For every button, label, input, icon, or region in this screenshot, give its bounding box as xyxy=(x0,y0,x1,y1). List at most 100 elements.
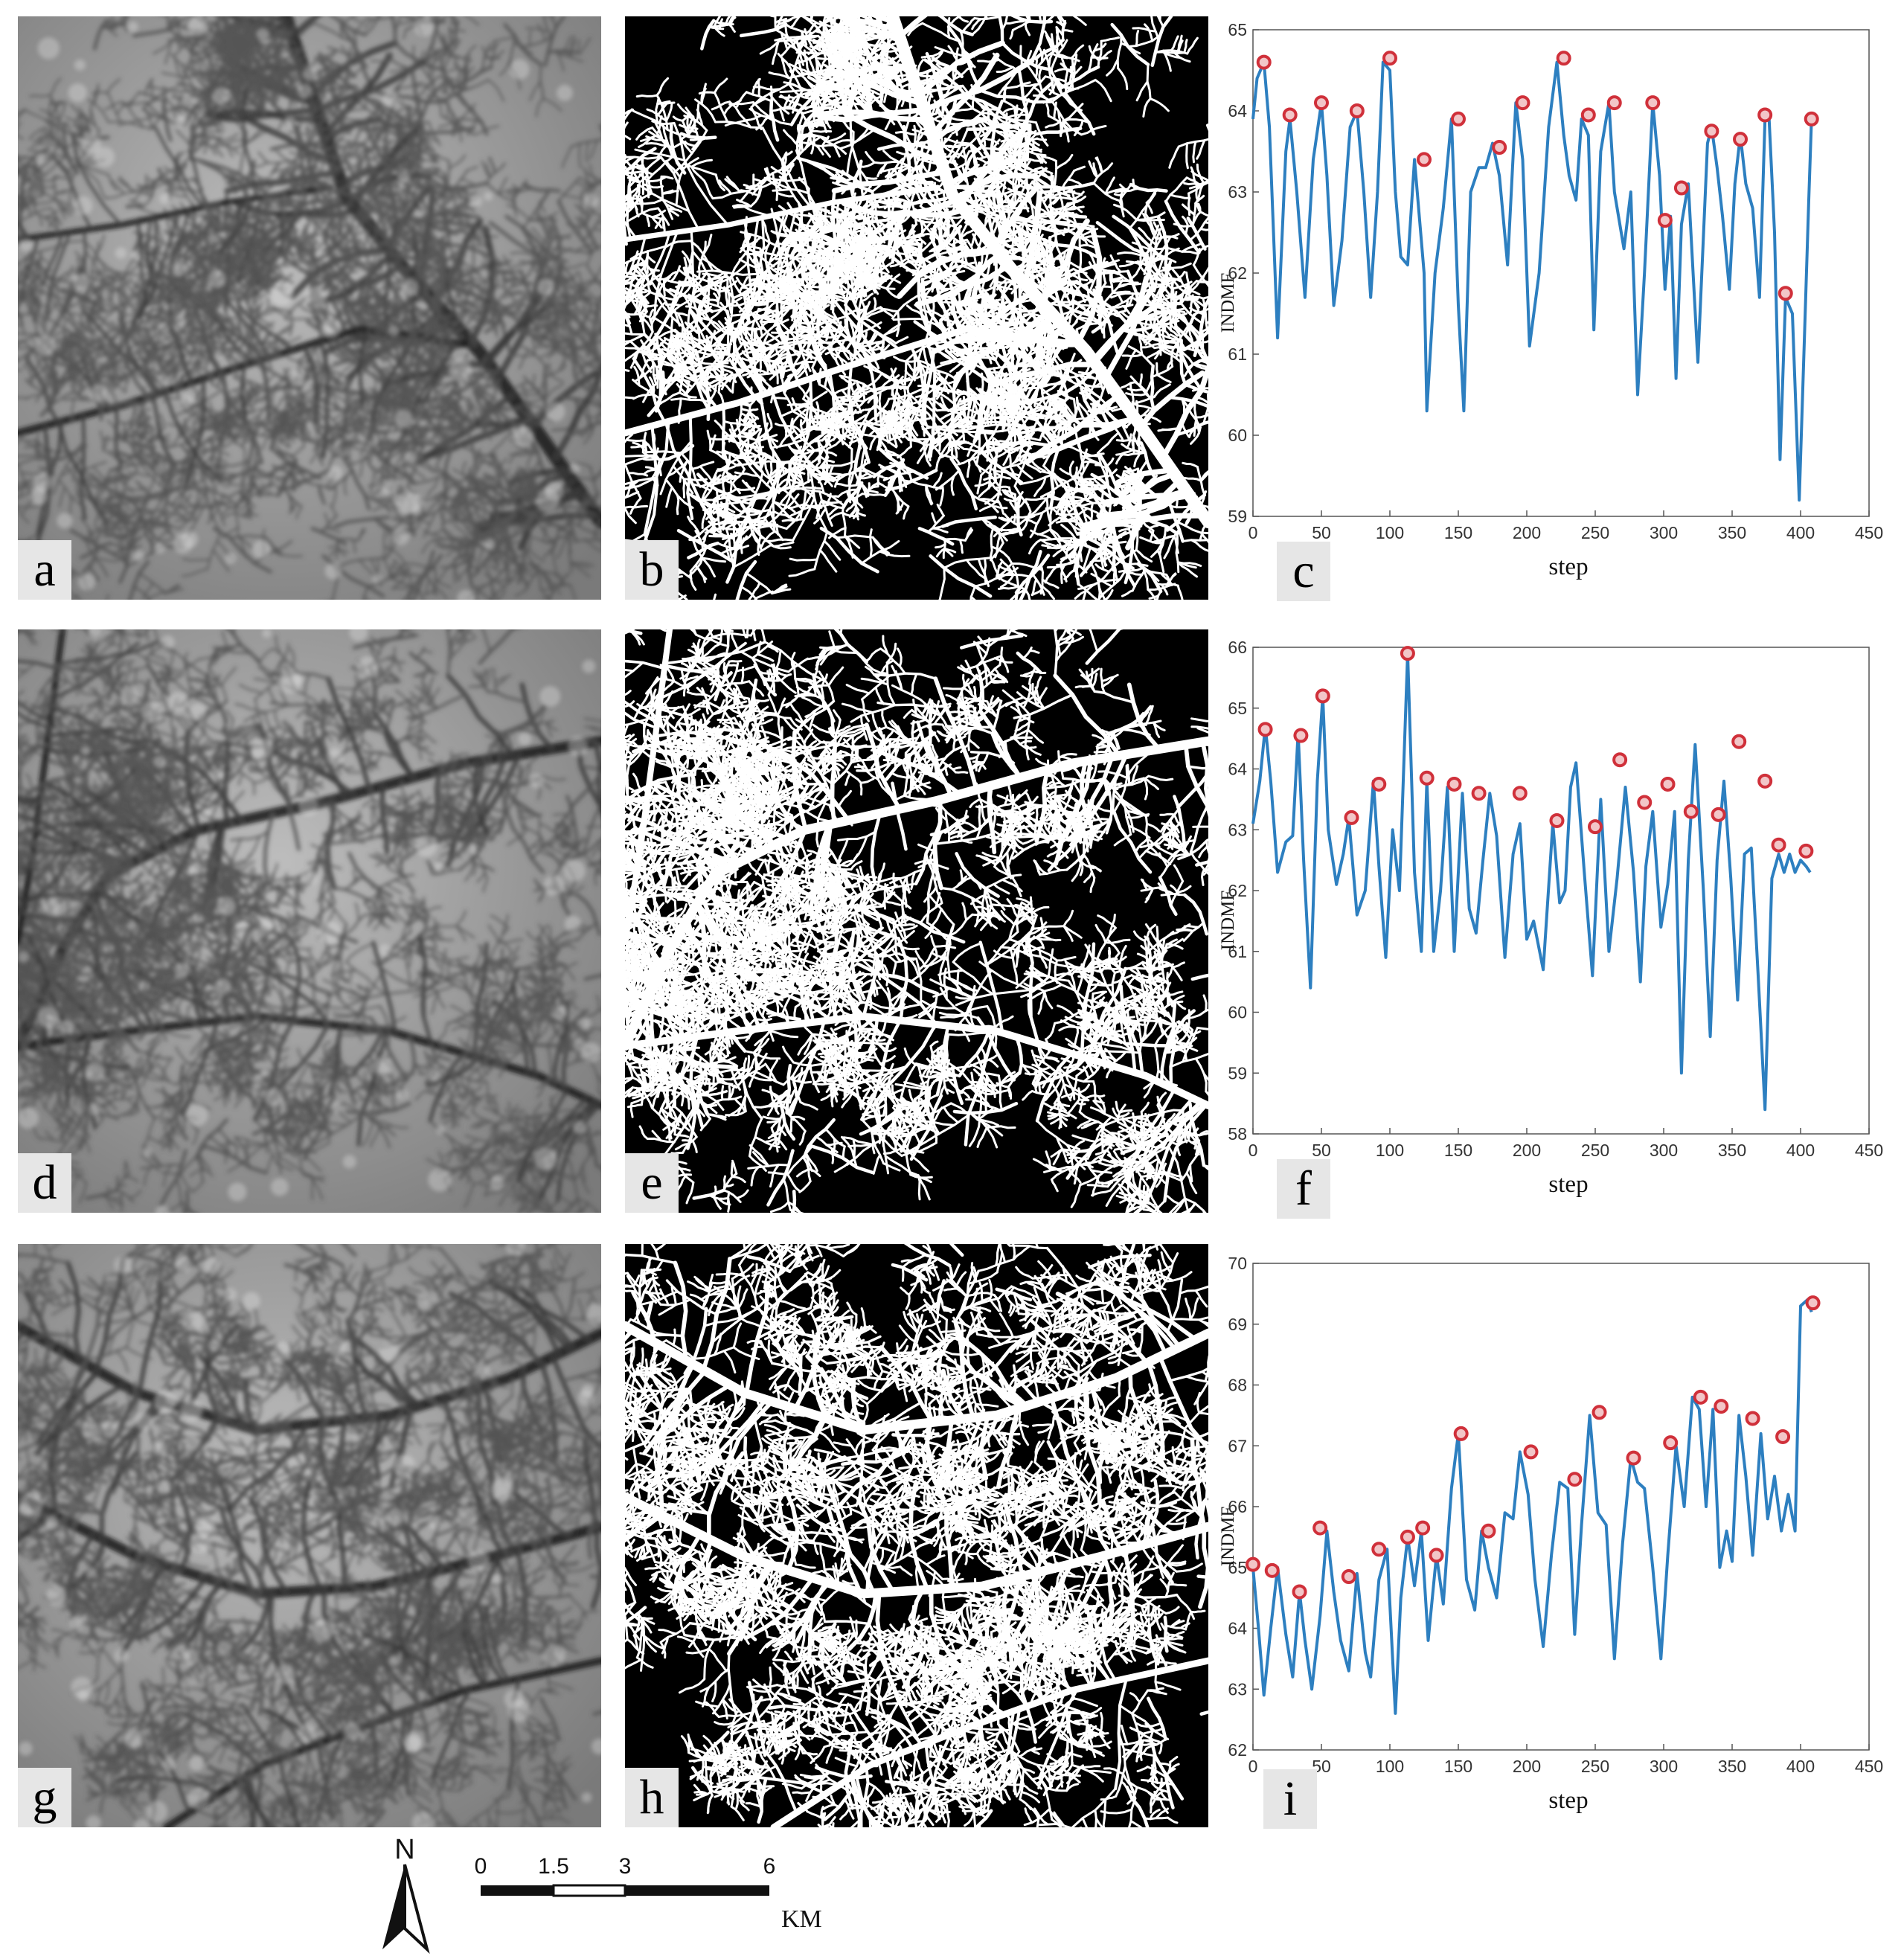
valley-channel xyxy=(464,191,475,196)
valley-channel xyxy=(471,244,490,249)
valley-channel xyxy=(135,479,150,495)
valley-channel xyxy=(547,298,567,310)
valley-channel xyxy=(437,566,450,584)
valley-channel xyxy=(130,427,135,449)
valley-channel xyxy=(315,409,332,430)
valley-channel xyxy=(490,548,497,570)
valley-channel xyxy=(344,119,359,135)
valley-channel xyxy=(494,540,520,545)
valley-channel xyxy=(455,414,464,423)
valley-channel xyxy=(515,480,531,487)
valley-channel xyxy=(65,594,80,600)
valley-channel xyxy=(394,290,397,309)
valley-channel xyxy=(341,122,362,127)
valley-channel xyxy=(506,490,517,503)
valley-channel xyxy=(460,178,475,186)
valley-channel xyxy=(376,137,392,145)
valley-channel xyxy=(18,369,23,372)
valley-channel xyxy=(344,272,365,292)
valley-channel xyxy=(198,466,213,481)
valley-channel xyxy=(124,482,134,494)
valley-channel xyxy=(370,59,393,63)
valley-channel xyxy=(239,130,248,176)
valley-channel xyxy=(157,518,177,542)
valley-channel xyxy=(583,539,601,552)
valley-channel xyxy=(493,259,513,268)
valley-channel xyxy=(434,544,455,550)
valley-channel xyxy=(397,113,425,120)
valley-channel xyxy=(548,362,551,376)
valley-channel xyxy=(18,505,41,509)
valley-channel xyxy=(515,486,528,490)
valley-channel xyxy=(184,376,206,488)
valley-channel xyxy=(369,101,379,111)
valley-channel xyxy=(206,507,220,525)
valley-channel xyxy=(235,19,245,26)
valley-channel xyxy=(133,432,147,440)
valley-channel xyxy=(243,45,259,65)
valley-channel xyxy=(150,78,153,97)
valley-channel xyxy=(211,549,231,573)
valley-channel xyxy=(526,452,533,468)
valley-channel xyxy=(18,433,26,443)
valley-channel xyxy=(433,537,476,542)
valley-channel xyxy=(456,103,477,122)
valley-channel xyxy=(467,560,481,574)
valley-channel xyxy=(159,413,166,429)
valley-channel xyxy=(268,397,283,417)
valley-channel xyxy=(394,200,410,231)
valley-channel xyxy=(181,63,203,74)
valley-channel xyxy=(83,373,95,379)
valley-channel xyxy=(457,487,465,510)
valley-channel xyxy=(467,304,485,324)
valley-channel xyxy=(345,123,351,136)
valley-channel xyxy=(285,318,321,321)
valley-channel xyxy=(364,16,380,36)
valley-channel xyxy=(431,67,436,84)
valley-channel xyxy=(452,495,459,509)
valley-channel xyxy=(459,213,463,233)
valley-channel xyxy=(126,524,148,538)
valley-channel xyxy=(475,589,480,600)
valley-channel xyxy=(397,20,417,25)
valley-channel xyxy=(25,356,60,424)
valley-channel xyxy=(18,314,26,336)
valley-channel xyxy=(364,18,375,31)
valley-channel xyxy=(462,461,467,476)
valley-channel xyxy=(554,324,560,347)
valley-channel xyxy=(581,328,588,351)
valley-channel xyxy=(350,339,371,347)
valley-channel xyxy=(433,154,450,162)
valley-channel xyxy=(510,281,532,288)
valley-channel xyxy=(437,75,459,83)
valley-channel xyxy=(448,500,464,516)
valley-channel xyxy=(18,506,30,525)
valley-channel xyxy=(188,382,203,400)
valley-channel xyxy=(203,16,206,22)
valley-channel xyxy=(443,51,461,60)
valley-channel xyxy=(554,329,564,339)
valley-channel xyxy=(545,235,565,263)
valley-channel xyxy=(472,542,492,554)
valley-channel xyxy=(567,318,575,339)
valley-channel xyxy=(507,193,517,196)
valley-channel xyxy=(202,129,225,133)
valley-channel xyxy=(86,483,105,492)
valley-channel xyxy=(532,373,536,387)
valley-channel xyxy=(18,491,33,498)
valley-channel xyxy=(597,413,601,417)
valley-channel xyxy=(595,394,601,425)
valley-channel xyxy=(432,322,436,358)
valley-channel xyxy=(483,57,501,60)
dem-panel-a xyxy=(18,16,601,600)
valley-channel xyxy=(440,493,455,501)
valley-channel xyxy=(239,257,256,260)
valley-channel xyxy=(241,448,246,474)
valley-channel xyxy=(435,16,448,25)
valley-channel xyxy=(441,81,450,95)
valley-channel xyxy=(336,85,357,97)
valley-channel xyxy=(467,403,472,416)
valley-channel xyxy=(164,500,189,513)
valley-channel xyxy=(267,16,274,21)
valley-channel xyxy=(255,32,264,50)
